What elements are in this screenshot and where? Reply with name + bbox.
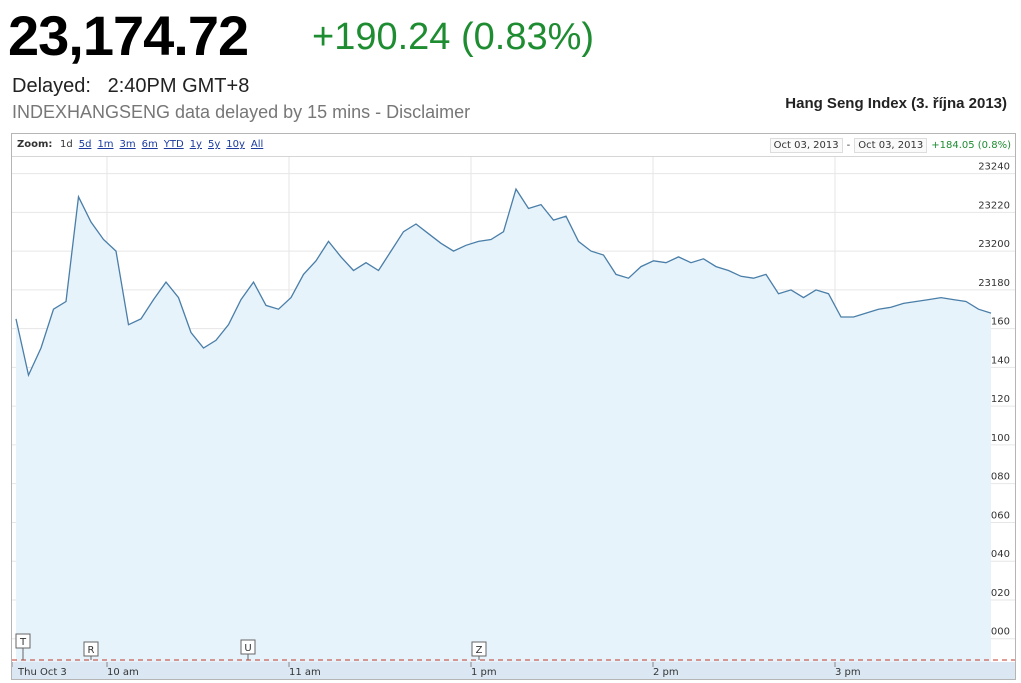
y-tick-label: 23040 <box>978 549 1010 560</box>
zoom-toolbar: Zoom: 1d 5d 1m 3m 6m YTD 1y 5y 10y All O… <box>12 134 1015 157</box>
event-marker-label: R <box>88 645 95 656</box>
zoom-1y[interactable]: 1y <box>189 139 202 150</box>
zoom-options: 1d 5d 1m 3m 6m YTD 1y 5y 10y All <box>60 139 263 150</box>
zoom-10y[interactable]: 10y <box>226 139 245 150</box>
y-tick-label: 23100 <box>978 433 1010 444</box>
zoom-3m[interactable]: 3m <box>119 139 136 150</box>
chart-plot[interactable]: 23000 23020 23040 23060 23080 23100 23120 23140… <box>12 134 1015 679</box>
event-marker-label: U <box>244 643 251 654</box>
x-tick-label: 1 pm <box>471 667 497 678</box>
zoom-1m[interactable]: 1m <box>97 139 114 150</box>
x-tick-label: Thu Oct 3 <box>17 667 67 678</box>
index-price: 23,174.72 <box>8 4 249 67</box>
delay-disclaimer[interactable]: INDEXHANGSENG data delayed by 15 mins - … <box>12 102 471 122</box>
y-tick-label: 23060 <box>978 510 1010 521</box>
date-separator: - <box>846 140 851 151</box>
y-tick-label: 23240 <box>978 162 1010 173</box>
zoom-all[interactable]: All <box>250 139 264 150</box>
y-tick-label: 23000 <box>978 627 1010 638</box>
chart-container: 23000 23020 23040 23060 23080 23100 23120 23140… <box>11 133 1016 680</box>
price-line <box>15 187 992 378</box>
x-tick-label: 10 am <box>107 667 139 678</box>
x-axis-strip <box>12 662 1015 679</box>
y-tick-label: 23020 <box>978 588 1010 599</box>
event-marker-label: T <box>19 637 27 648</box>
x-tick-label: 2 pm <box>653 667 679 678</box>
y-tick-label: 23140 <box>978 355 1010 366</box>
start-date-field[interactable]: Oct 03, 2013 <box>769 138 843 153</box>
y-tick-label: 23220 <box>978 200 1010 211</box>
zoom-5y[interactable]: 5y <box>207 139 221 150</box>
zoom-1d[interactable]: 1d <box>60 139 73 150</box>
zoom-label: Zoom: <box>17 139 53 150</box>
zoom-5d[interactable]: 5d <box>78 139 92 150</box>
y-tick-label: 23200 <box>978 239 1010 250</box>
y-tick-label: 23080 <box>978 472 1010 483</box>
date-range: Oct 03, 2013 - Oct 03, 2013 +184.05 (0.8… <box>769 138 1011 153</box>
y-tick-label: 23120 <box>978 394 1010 405</box>
x-tick-label: 11 am <box>289 667 321 678</box>
area-fill <box>16 189 991 662</box>
end-date-field[interactable]: Oct 03, 2013 <box>854 138 928 153</box>
zoom-6m[interactable]: 6m <box>141 139 158 150</box>
range-change: +184.05 (0.8%) <box>931 140 1011 151</box>
y-tick-label: 23160 <box>978 317 1010 328</box>
delayed-time: Delayed: 2:40PM GMT+8 <box>12 75 250 97</box>
zoom-ytd[interactable]: YTD <box>163 139 184 150</box>
price-change: +190.24 (0.83%) <box>312 16 595 58</box>
x-tick-label: 3 pm <box>835 667 861 678</box>
chart-title: Hang Seng Index (3. října 2013) <box>785 95 1007 112</box>
y-tick-label: 23180 <box>978 278 1010 289</box>
event-marker-label: Z <box>476 645 483 656</box>
